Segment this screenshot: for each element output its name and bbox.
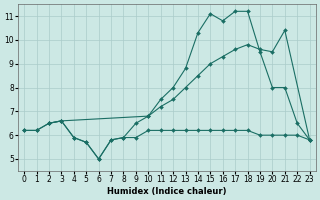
X-axis label: Humidex (Indice chaleur): Humidex (Indice chaleur)	[107, 187, 227, 196]
